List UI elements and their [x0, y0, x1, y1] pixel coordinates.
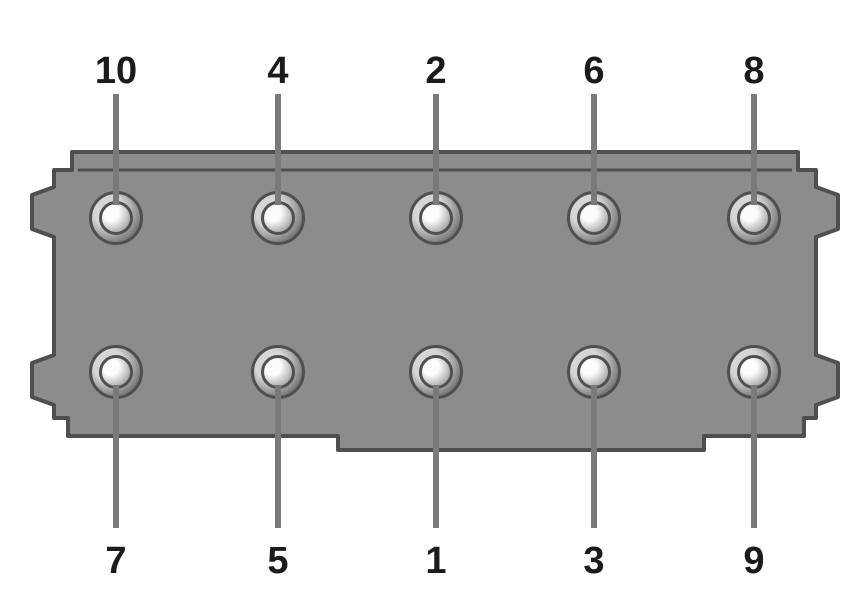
- leader-line-top-4: [751, 94, 757, 205]
- sequence-label-top.3.label: 6: [583, 50, 604, 93]
- sequence-label-top.2.label: 2: [425, 50, 446, 93]
- leader-line-bottom-2: [433, 385, 439, 528]
- bolt-head-top-3: [577, 201, 611, 235]
- leader-line-top-0: [113, 94, 119, 205]
- sequence-label-bottom.0.label: 7: [105, 540, 126, 583]
- leader-line-bottom-0: [113, 385, 119, 528]
- leader-line-bottom-1: [275, 385, 281, 528]
- cylinder-head-torque-sequence-diagram: 10 4 2 6 8 7 5 1 3 9: [0, 0, 855, 611]
- bolt-head-top-4: [737, 201, 771, 235]
- bolt-head-bottom-1: [261, 355, 295, 389]
- sequence-label-top.1.label: 4: [267, 50, 288, 93]
- sequence-label-bottom.3.label: 3: [583, 540, 604, 583]
- leader-line-bottom-3: [591, 385, 597, 528]
- sequence-label-bottom.4.label: 9: [743, 540, 764, 583]
- leader-line-top-3: [591, 94, 597, 205]
- bolt-head-top-2: [419, 201, 453, 235]
- bolt-head-bottom-3: [577, 355, 611, 389]
- bolt-head-top-0: [99, 201, 133, 235]
- bolt-head-bottom-4: [737, 355, 771, 389]
- bolt-head-top-1: [261, 201, 295, 235]
- bolt-head-bottom-2: [419, 355, 453, 389]
- sequence-label-top.0.label: 10: [95, 50, 137, 93]
- bolt-head-bottom-0: [99, 355, 133, 389]
- leader-line-top-2: [433, 94, 439, 205]
- leader-line-bottom-4: [751, 385, 757, 528]
- sequence-label-top.4.label: 8: [743, 50, 764, 93]
- leader-line-top-1: [275, 94, 281, 205]
- sequence-label-bottom.2.label: 1: [425, 540, 446, 583]
- sequence-label-bottom.1.label: 5: [267, 540, 288, 583]
